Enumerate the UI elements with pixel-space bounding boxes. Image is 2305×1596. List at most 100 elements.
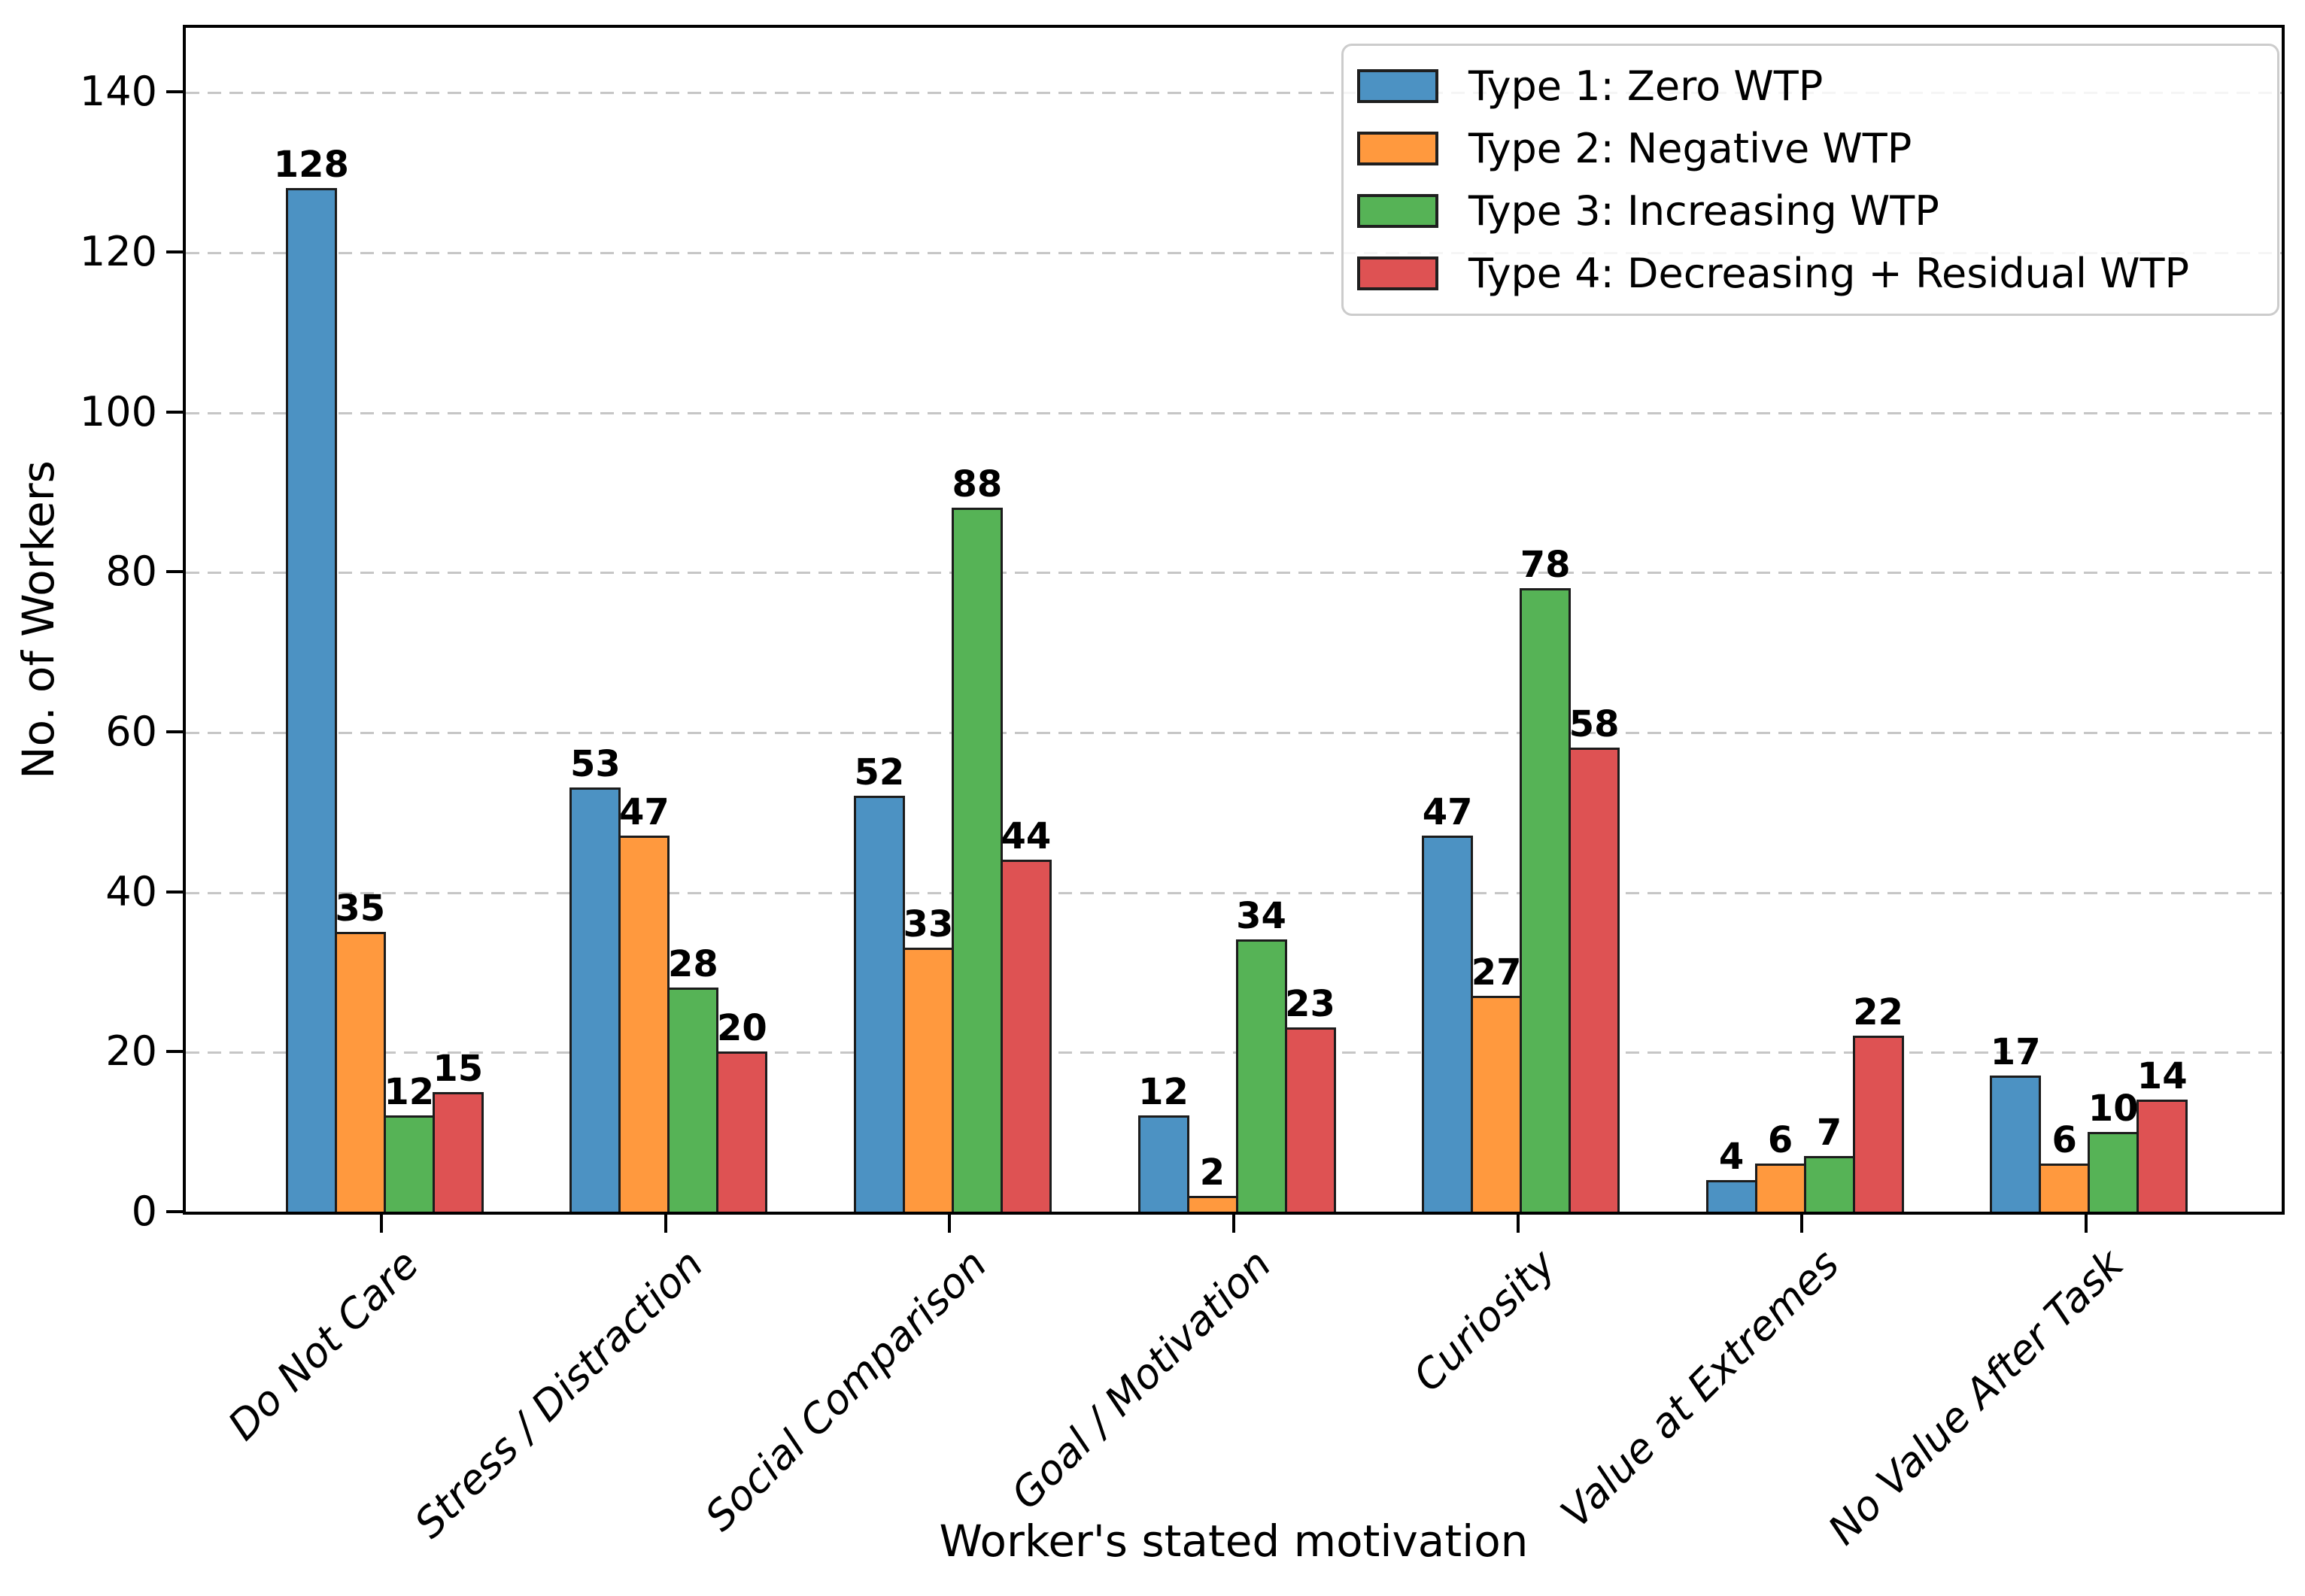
bar-value-label: 58	[1569, 703, 1620, 746]
bar-value-label: 52	[854, 751, 905, 793]
bar-value-label: 128	[273, 143, 349, 186]
x-tick-mark	[1516, 1215, 1520, 1233]
bar-value-label: 2	[1199, 1151, 1225, 1194]
bar-value-label: 12	[1138, 1071, 1189, 1114]
y-tick-mark	[166, 250, 183, 253]
y-tick-label-60: 60	[105, 707, 157, 755]
bar-value-label: 35	[335, 887, 386, 930]
bar-series-3-cat-2: 28	[667, 946, 719, 1212]
bar-series-1-cat-3: 52	[853, 754, 905, 1212]
y-tick-mark	[166, 1050, 183, 1054]
bar-series-1-cat-2: 53	[569, 746, 621, 1212]
bar-value-label: 33	[903, 903, 954, 945]
x-tick-mark	[1800, 1215, 1804, 1233]
bar-series-3-cat-5: 78	[1520, 547, 1572, 1212]
bar-series-4-cat-7: 14	[2136, 1058, 2188, 1212]
bar-series-2-cat-1: 35	[334, 891, 386, 1212]
bar-value-label: 12	[384, 1071, 435, 1114]
x-tick-mark	[380, 1215, 384, 1233]
bar-series-1-cat-6: 4	[1705, 1139, 1757, 1212]
legend-swatch-2	[1357, 131, 1438, 165]
bar-value-label: 6	[1767, 1119, 1793, 1162]
bar-series-4-cat-6: 22	[1852, 994, 1904, 1212]
bar-value-label: 47	[618, 791, 670, 834]
bar-value-label: 22	[1853, 991, 1903, 1033]
y-tick-mark	[166, 730, 183, 733]
bar-group-2: 53 47 28 20	[563, 746, 774, 1212]
legend-swatch-3	[1357, 193, 1438, 228]
legend-label-4: Type 4: Decreasing + Residual WTP	[1468, 249, 2190, 297]
bar-value-label: 53	[569, 743, 621, 786]
bar-series-4-cat-5: 58	[1569, 706, 1620, 1212]
bar-series-1-cat-4: 12	[1137, 1074, 1189, 1212]
gridline-y-100	[186, 411, 2282, 414]
y-tick-mark	[166, 890, 183, 894]
bar-series-1-cat-5: 47	[1422, 794, 1474, 1212]
bar-value-label: 20	[716, 1007, 767, 1050]
y-tick-mark	[166, 570, 183, 574]
y-tick-mark	[166, 1210, 183, 1213]
bar-value-label: 17	[1990, 1031, 2041, 1074]
bar-series-2-cat-7: 6	[2039, 1122, 2091, 1212]
bar-series-4-cat-4: 23	[1284, 986, 1336, 1212]
y-tick-label-100: 100	[79, 387, 157, 435]
bar-group-4: 12 2 34 23	[1131, 898, 1342, 1212]
bar-value-label: 28	[667, 943, 718, 986]
y-axis-title: No. of Workers	[13, 460, 65, 779]
x-tick-mark	[664, 1215, 667, 1233]
bar-series-2-cat-6: 6	[1754, 1122, 1806, 1212]
bar-group-6: 4 6 7 22	[1699, 994, 1910, 1212]
x-axis-title: Worker's stated motivation	[939, 1516, 1529, 1567]
x-tick-mark	[948, 1215, 952, 1233]
y-tick-label-80: 80	[105, 548, 157, 596]
legend-label-2: Type 2: Negative WTP	[1468, 124, 1912, 172]
bar-series-4-cat-3: 44	[1000, 818, 1052, 1212]
legend-label-1: Type 1: Zero WTP	[1468, 62, 1824, 110]
gridline-y-120	[186, 251, 2282, 254]
legend-row-3: Type 3: Increasing WTP	[1357, 187, 2262, 235]
bar-value-label: 27	[1471, 951, 1522, 994]
bar-value-label: 78	[1520, 543, 1571, 586]
bar-series-2-cat-5: 27	[1471, 954, 1523, 1212]
bar-value-label: 15	[433, 1047, 484, 1090]
bar-value-label: 44	[1001, 815, 1052, 858]
bar-series-3-cat-4: 34	[1235, 898, 1287, 1212]
bar-value-label: 47	[1422, 791, 1473, 834]
bar-value-label: 88	[952, 463, 1003, 506]
bar-value-label: 34	[1236, 895, 1286, 938]
bar-series-4-cat-2: 20	[716, 1010, 768, 1212]
bar-series-3-cat-3: 88	[951, 466, 1003, 1212]
legend-row-2: Type 2: Negative WTP	[1357, 126, 2262, 171]
legend-label-3: Type 3: Increasing WTP	[1468, 187, 1939, 235]
gridline-y-80	[186, 572, 2282, 575]
legend-swatch-1	[1357, 68, 1438, 103]
bar-group-7: 17 6 10 14	[1984, 1034, 2194, 1212]
y-tick-mark	[166, 410, 183, 414]
legend: Type 1: Zero WTP Type 2: Negative WTP Type…	[1341, 44, 2279, 316]
y-tick-label-120: 120	[79, 227, 157, 275]
bar-value-label: 10	[2088, 1087, 2139, 1130]
y-tick-label-0: 0	[131, 1188, 157, 1235]
bar-value-label: 7	[1816, 1111, 1842, 1154]
gridline-y-60	[186, 731, 2282, 734]
legend-swatch-4	[1357, 256, 1438, 290]
y-tick-mark	[166, 90, 183, 94]
legend-row-4: Type 4: Decreasing + Residual WTP	[1357, 249, 2262, 297]
y-tick-label-20: 20	[105, 1027, 157, 1076]
bar-series-2-cat-3: 33	[902, 906, 954, 1212]
bar-value-label: 6	[2051, 1119, 2077, 1162]
bar-series-3-cat-1: 12	[383, 1074, 435, 1212]
y-tick-label-140: 140	[79, 68, 157, 116]
bar-series-2-cat-4: 2	[1186, 1155, 1238, 1212]
bar-group-5: 47 27 78 58	[1416, 547, 1626, 1212]
x-tick-mark	[1232, 1215, 1235, 1233]
bar-value-label: 23	[1285, 983, 1335, 1026]
bar-series-2-cat-2: 47	[618, 794, 670, 1212]
bar-series-1-cat-1: 128	[274, 147, 349, 1212]
bar-series-3-cat-7: 10	[2088, 1091, 2139, 1212]
legend-row-1: Type 1: Zero WTP	[1357, 62, 2262, 110]
bar-group-1: 128 35 12 15	[274, 147, 490, 1212]
gridline-y-140	[186, 92, 2282, 95]
x-tick-mark	[2084, 1215, 2088, 1233]
